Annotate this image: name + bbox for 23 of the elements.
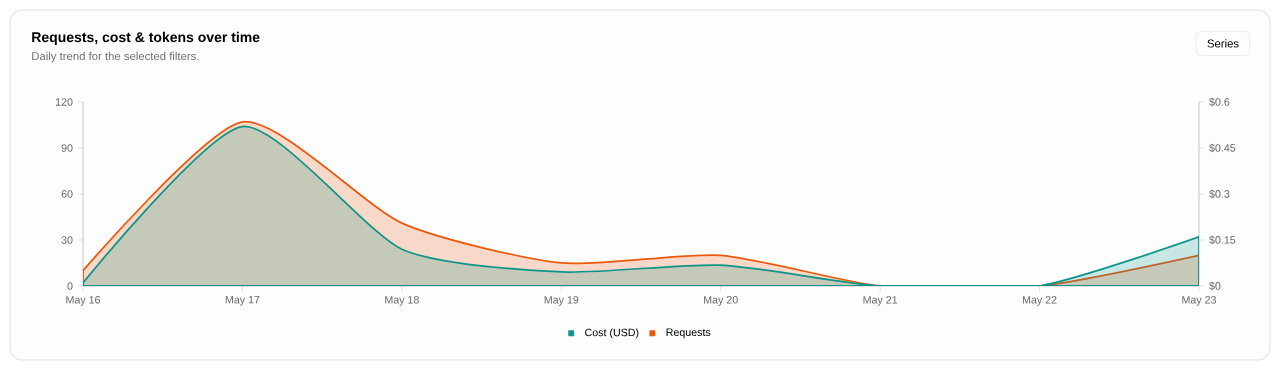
y2-tick-label: $0.3: [1209, 189, 1230, 199]
chart-title: Requests, cost & tokens over time: [32, 31, 260, 45]
y2-tick-label: $0.15: [1209, 235, 1236, 245]
y-tick-label: 120: [55, 98, 73, 106]
x-tick-label: May 21: [863, 296, 898, 306]
y2-tick-label: $0.6: [1209, 97, 1230, 107]
x-tick-label: May 19: [544, 296, 579, 306]
y-tick-label: 60: [61, 190, 73, 198]
x-tick-label: May 23: [1182, 296, 1216, 306]
x-tick-label: May 22: [1022, 296, 1057, 306]
y2-tick-label: $0: [1209, 281, 1221, 291]
x-tick-label: May 17: [225, 296, 260, 306]
y2-tick-label: $0.45: [1209, 143, 1236, 153]
chart-subtitle: Daily trend for the selected filters.: [32, 51, 199, 63]
legend-label: Requests: [666, 328, 711, 339]
y-tick-label: 90: [61, 144, 73, 152]
legend-label: Cost (USD): [585, 328, 639, 339]
x-tick-label: May 16: [66, 296, 101, 306]
y-tick-label: 30: [61, 236, 73, 244]
text: Series: [1207, 39, 1239, 48]
x-tick-label: May 20: [704, 296, 738, 306]
x-tick-label: May 18: [385, 296, 419, 306]
y-tick-label: 0: [67, 282, 73, 290]
